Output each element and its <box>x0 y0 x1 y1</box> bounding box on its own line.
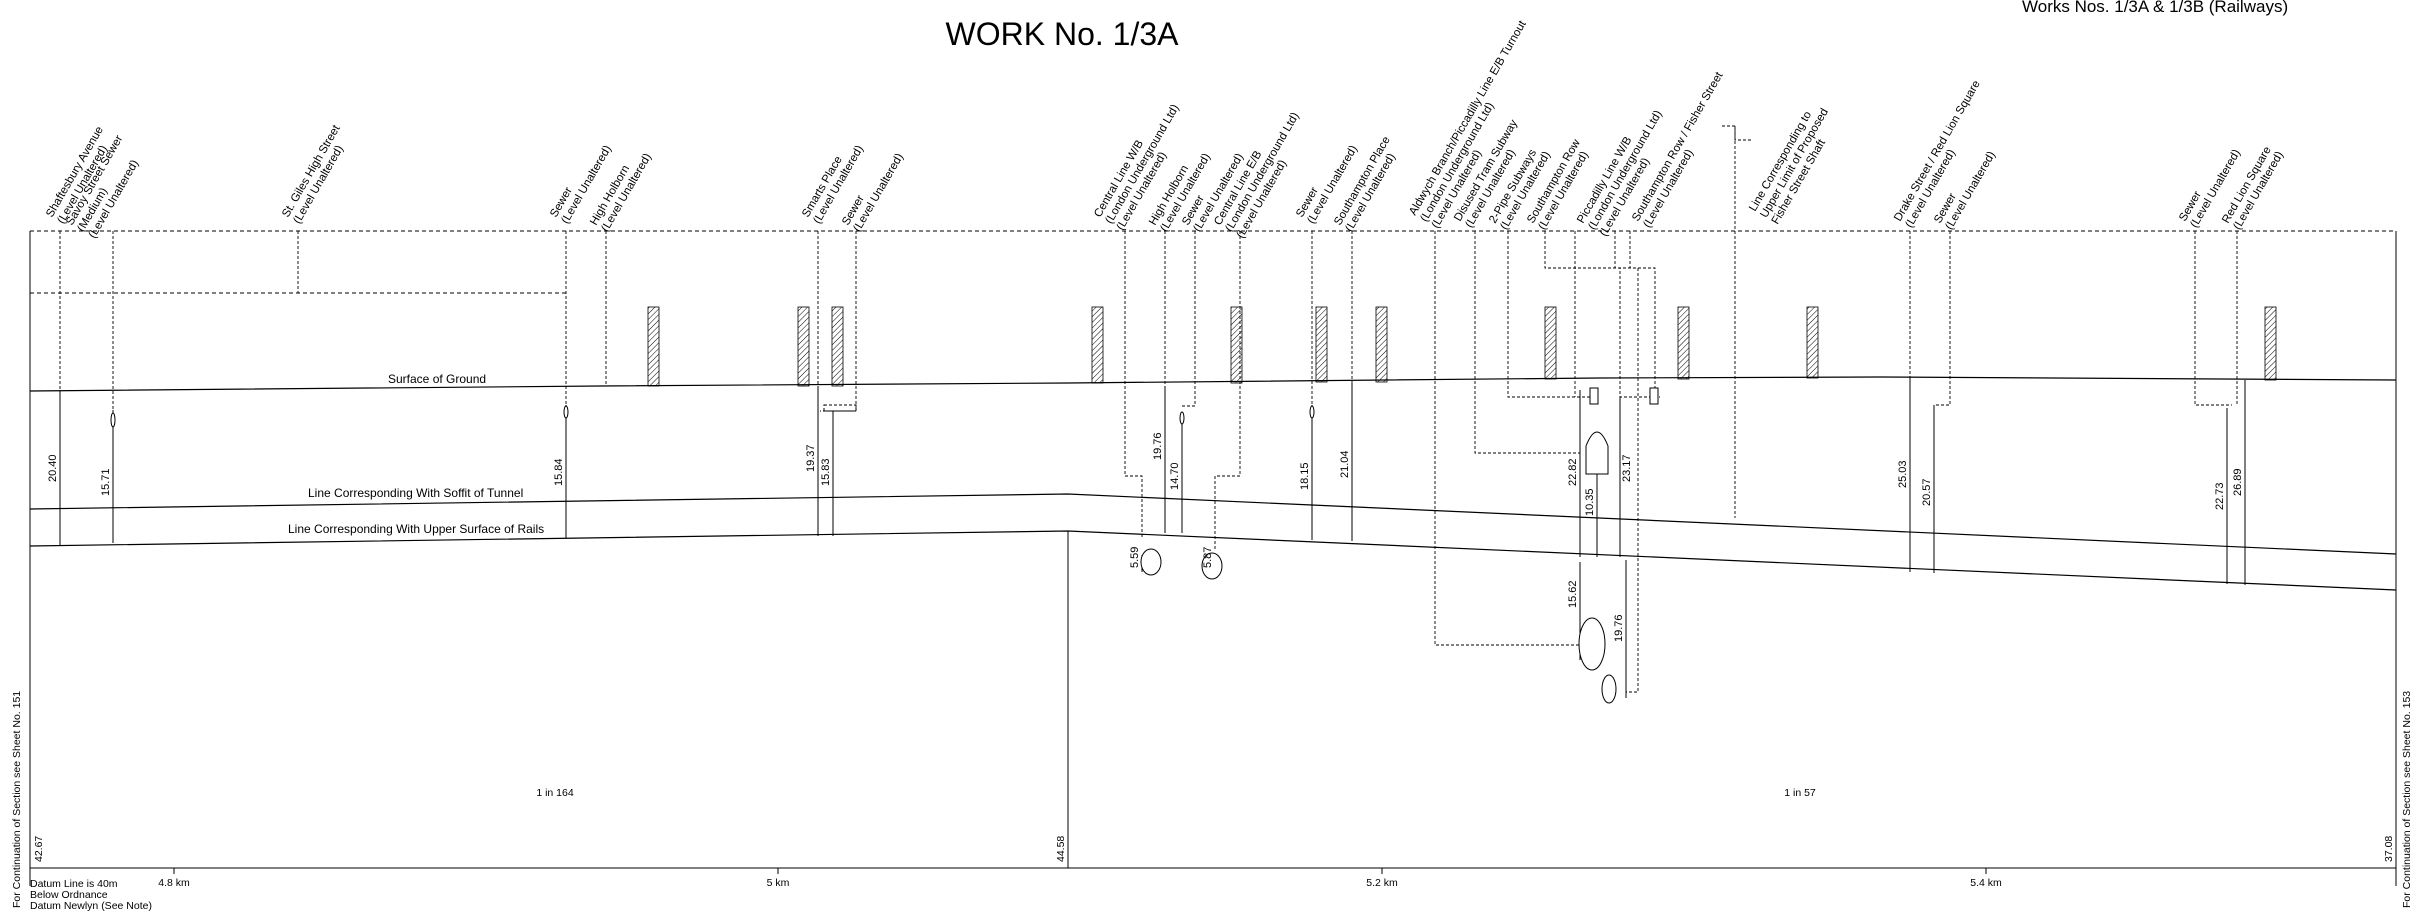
chainage-5-4: 5.4 km <box>1970 877 2002 889</box>
piccadilly-tunnel <box>1578 617 1606 671</box>
dimension-value: 20.57 <box>1921 478 1933 506</box>
datum-note-line-3: Datum Newlyn (See Note) <box>30 900 152 912</box>
building-blocks <box>647 306 2277 387</box>
feature-label: Line Corresponding toUpper Limit of Prop… <box>1747 100 1842 226</box>
building-block <box>1677 306 1690 380</box>
chainage-4-8: 4.8 km <box>158 877 190 889</box>
datum-level-mid: 44.58 <box>1055 836 1067 862</box>
building-block <box>1375 306 1388 383</box>
dimension-value: 14.70 <box>1169 462 1181 490</box>
dimension-value: 15.62 <box>1567 580 1579 608</box>
building-block <box>797 306 810 387</box>
dimension-value: 25.03 <box>1897 460 1909 488</box>
dimension-value: 15.84 <box>553 458 565 486</box>
building-block <box>1315 306 1328 383</box>
gradient-right: 1 in 57 <box>1784 787 1816 799</box>
shaft-marker <box>823 404 857 412</box>
drawing-title: WORK No. 1/3A <box>946 16 1180 52</box>
feature-leaders <box>59 125 2238 693</box>
tunnel-shapes <box>110 387 1659 704</box>
gradient-left: 1 in 164 <box>536 787 574 799</box>
dimension-arrows <box>59 378 2246 698</box>
dimension-value: 19.76 <box>1152 432 1164 460</box>
piccadilly-wb-tunnel <box>1601 674 1617 704</box>
continuation-right-note: For Continuation of Section see Sheet No… <box>2401 691 2412 908</box>
datum-level-end: 37.08 <box>2383 836 2395 862</box>
sewer-pipe <box>563 405 569 419</box>
pipe-subway <box>1589 387 1599 405</box>
dimension-value: 22.82 <box>1567 458 1579 486</box>
building-block <box>1230 306 1243 384</box>
dimension-values: 20.40 15.71 15.84 19.37 15.83 5.59 19.76… <box>47 432 2244 642</box>
building-block <box>647 306 660 387</box>
datum-note-line-1: Datum Line is 40m <box>30 878 118 890</box>
dimension-value: 10.35 <box>1584 488 1596 516</box>
continuation-left-note: For Continuation of Section see Sheet No… <box>11 691 23 908</box>
dimension-value: 19.37 <box>805 444 817 472</box>
chainage-5-0: 5 km <box>767 877 790 889</box>
building-block <box>1544 306 1557 380</box>
dimension-value: 23.17 <box>1621 454 1633 482</box>
dimension-value: 19.76 <box>1613 614 1625 642</box>
sewer-pipe <box>110 412 116 428</box>
dimension-value: 5.87 <box>1202 547 1214 568</box>
feature-label: Southampton Place(Level Unaltered) <box>1332 135 1404 234</box>
chainage-ticks <box>173 868 1987 874</box>
dimension-value: 26.89 <box>2232 468 2244 496</box>
chainage-5-2: 5.2 km <box>1366 877 1398 889</box>
rails-line <box>29 530 2397 591</box>
dimension-value: 22.73 <box>2214 482 2226 510</box>
datum-note-line-2: Below Ordnance <box>30 889 108 901</box>
dimension-value: 18.15 <box>1299 462 1311 490</box>
works-reference: Works Nos. 1/3A & 1/3B (Railways) <box>2022 0 2288 16</box>
soffit-line <box>29 493 2397 555</box>
tram-subway <box>1585 431 1609 475</box>
feature-label: St. Giles High Street(Level Unaltered) <box>280 123 354 226</box>
dimension-value: 5.59 <box>1129 547 1141 568</box>
building-block <box>2264 306 2277 381</box>
central-line-wb-tunnel <box>1140 548 1162 576</box>
dimension-value: 20.40 <box>47 454 59 482</box>
building-block <box>1091 306 1104 384</box>
pipe-subway <box>1649 387 1659 405</box>
label-rails: Line Corresponding With Upper Surface of… <box>288 522 544 536</box>
building-block <box>1806 306 1819 379</box>
label-surface-of-ground: Surface of Ground <box>388 372 486 386</box>
central-line-eb-tunnel <box>1201 552 1223 580</box>
building-block <box>831 306 844 387</box>
dimension-value: 15.83 <box>820 458 832 486</box>
sewer-pipe <box>1309 405 1315 419</box>
dimension-value: 21.04 <box>1339 450 1351 478</box>
feature-label: Southampton Row / Fisher Street(Level Un… <box>1630 70 1737 230</box>
label-soffit: Line Corresponding With Soffit of Tunnel <box>308 486 523 500</box>
dimension-value: 15.71 <box>100 468 112 496</box>
sewer-pipe <box>1179 411 1185 425</box>
surface-of-ground-line <box>29 376 2397 392</box>
datum-level-start: 42.67 <box>33 836 45 862</box>
